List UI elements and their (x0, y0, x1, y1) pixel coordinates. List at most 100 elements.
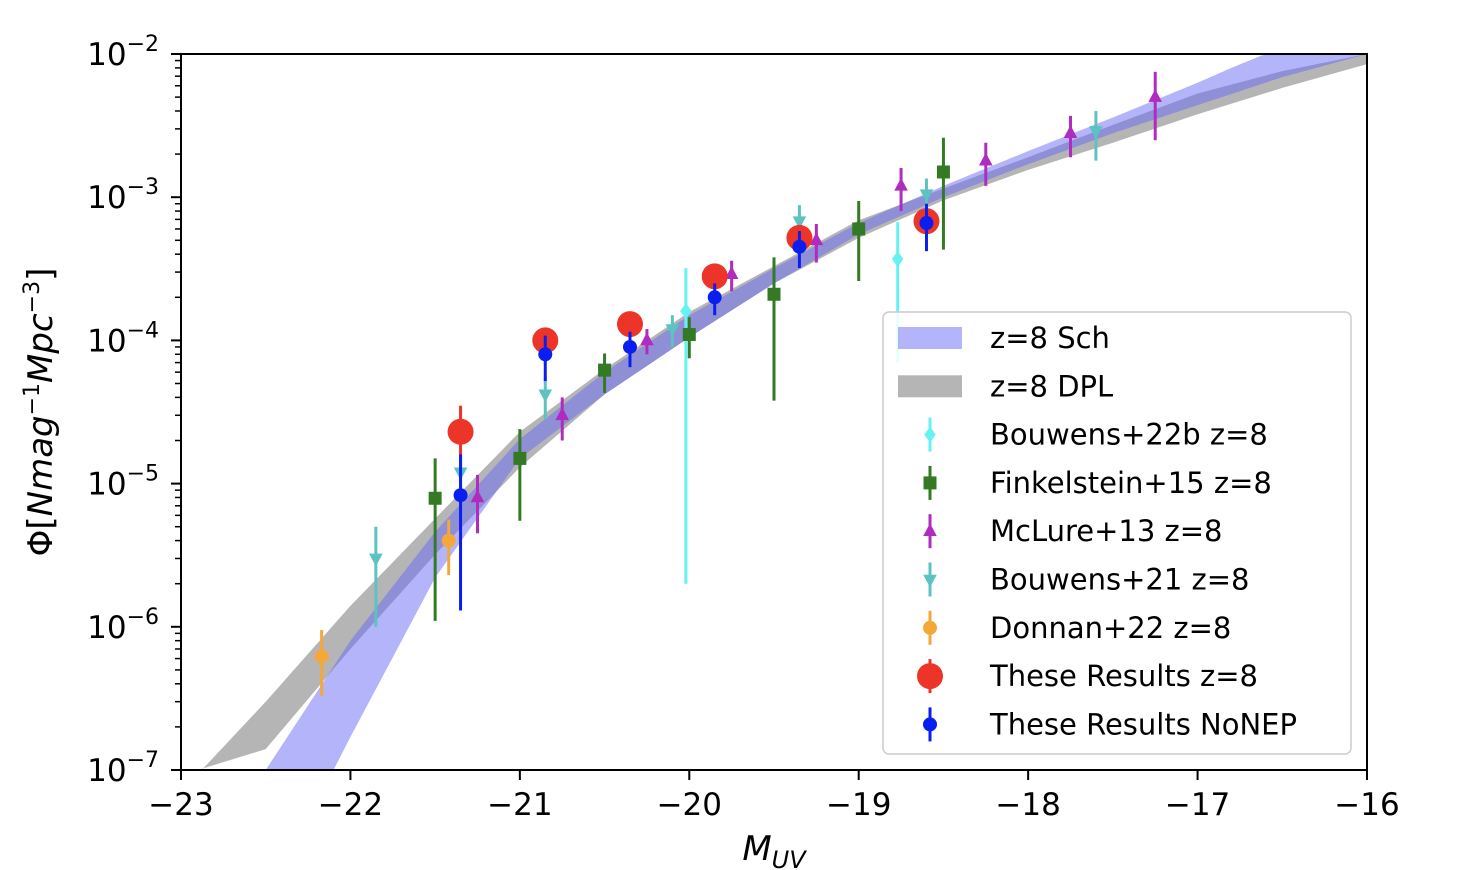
x-axis: −23 −22 −21 −20 −19 −18 −17 −16 (148, 770, 1400, 823)
donnan-22-z-8-point-1 (314, 629, 329, 696)
marker (919, 189, 934, 203)
x-tick-label: −20 (657, 787, 722, 823)
mclure-13-z-8-point-6 (894, 167, 908, 212)
y-axis-title: Φ[Nmag−1Mpc−3] (20, 268, 61, 557)
mclure-13-z-8-point-4 (724, 260, 739, 292)
marker (513, 451, 527, 465)
legend-item-donnan-22-z-8: Donnan+22 z=8 (923, 610, 1231, 645)
marker (978, 152, 993, 166)
these-results-nonep-point-3 (622, 331, 637, 368)
marker (894, 177, 908, 191)
marker (616, 311, 643, 338)
x-axis-title: MUV (742, 829, 807, 870)
legend-marker (923, 523, 937, 536)
legend-marker (917, 663, 943, 690)
legend-label: These Results NoNEP (989, 707, 1297, 741)
finkelstein-15-z-8-point-1 (428, 458, 442, 621)
finkelstein-15-z-8-point-7 (936, 137, 950, 250)
finkelstein-15-z-8-point-2 (513, 429, 527, 521)
y-tick-label: 10−6 (87, 605, 159, 646)
marker (1063, 125, 1078, 138)
plot-frame (180, 53, 1368, 771)
marker (724, 266, 739, 279)
legend-marker (923, 717, 937, 732)
mclure-13-z-8-point-7 (978, 142, 993, 186)
y-tick-label: 10−4 (87, 318, 159, 359)
finkelstein-15-z-8-point-3 (598, 353, 612, 393)
legend-marker (923, 574, 937, 588)
marker (538, 347, 553, 362)
legend-marker (923, 620, 937, 635)
legend-item-mclure-13-z-8: McLure+13 z=8 (923, 514, 1223, 549)
finkelstein-15-z-8-point-4 (682, 317, 696, 359)
donnan-22-z-8-point-2 (441, 519, 456, 576)
marker (538, 389, 553, 403)
marker (809, 232, 824, 246)
bouwens-21-z-8-point-3 (538, 376, 553, 420)
marker (1089, 126, 1103, 139)
mclure-13-z-8-point-8 (1063, 115, 1078, 158)
y-tick-label: 10−5 (87, 462, 159, 503)
x-tick-label: −21 (487, 787, 552, 823)
these-results-nonep-point-6 (919, 203, 934, 252)
x-tick-label: −23 (148, 787, 213, 823)
marker (598, 363, 612, 377)
marker (447, 418, 474, 445)
legend-label: McLure+13 z=8 (990, 514, 1223, 548)
these-results-z-8-point-4 (701, 263, 728, 290)
legend-item-these-results-z-8: These Results z=8 (917, 659, 1258, 694)
marker (665, 324, 680, 338)
legend: z=8 Sch z=8 DPL Bouwens+22b z=8 Finkelstein… (882, 311, 1352, 755)
marker (622, 339, 637, 354)
series-bouwens-22b-z-8 (680, 222, 904, 584)
these-results-z-8-point-1 (447, 405, 474, 459)
legend-item-finkelstein-15-z-8: Finkelstein+15 z=8 (923, 465, 1272, 500)
marker (555, 407, 570, 421)
marker (891, 251, 904, 268)
y-tick-label: 10−2 (87, 32, 159, 73)
y-tick-label: 10−3 (87, 175, 159, 216)
legend-marker (924, 426, 936, 443)
these-results-nonep-point-4 (707, 283, 722, 316)
these-results-nonep-point-2 (538, 335, 553, 382)
marker (707, 290, 722, 305)
marker (701, 263, 728, 290)
y-tick-label: 10−7 (87, 748, 159, 789)
series-donnan-22-z-8 (314, 519, 456, 696)
marker (682, 327, 696, 341)
bouwens-21-z-8-point-4 (665, 315, 680, 347)
legend-label: z=8 DPL (990, 369, 1113, 403)
legend-item-bouwens-22b-z-8: Bouwens+22b z=8 (924, 417, 1268, 452)
these-results-nonep-point-5 (792, 231, 807, 269)
finkelstein-15-z-8-point-6 (852, 201, 866, 281)
y-axis: 10−2 10−3 10−4 10−5 10−6 10−7 (87, 32, 181, 789)
these-results-nonep-point-1 (453, 454, 468, 611)
bouwens-22b-z-8-point-1 (680, 268, 692, 584)
legend-item-bouwens-21-z-8: Bouwens+21 z=8 (923, 562, 1249, 597)
legend-box (882, 311, 1352, 755)
mclure-13-z-8-point-2 (555, 397, 570, 441)
mclure-13-z-8-point-5 (809, 223, 824, 263)
x-tick-label: −19 (826, 787, 891, 823)
marker (919, 216, 934, 231)
legend-swatch (898, 327, 962, 349)
legend-label: Donnan+22 z=8 (990, 611, 1231, 645)
marker (428, 491, 442, 505)
marker (1148, 89, 1163, 102)
mclure-13-z-8-point-9 (1148, 71, 1163, 141)
bouwens-21-z-8-point-7 (1089, 110, 1103, 161)
series-finkelstein-15-z-8 (428, 137, 950, 621)
marker (470, 489, 485, 503)
legend-item-z-8-dpl: z=8 DPL (898, 369, 1113, 403)
mclure-13-z-8-point-3 (640, 329, 654, 355)
marker (936, 165, 950, 179)
marker (369, 553, 383, 567)
legend-marker (923, 476, 937, 490)
legend-item-z-8-sch: z=8 Sch (898, 321, 1110, 355)
x-tick-label: −22 (318, 787, 383, 823)
legend-swatch (898, 375, 962, 398)
legend-label: These Results z=8 (989, 659, 1258, 693)
mclure-13-z-8-point-1 (470, 474, 485, 534)
x-tick-label: −18 (995, 787, 1060, 823)
marker (680, 303, 692, 320)
